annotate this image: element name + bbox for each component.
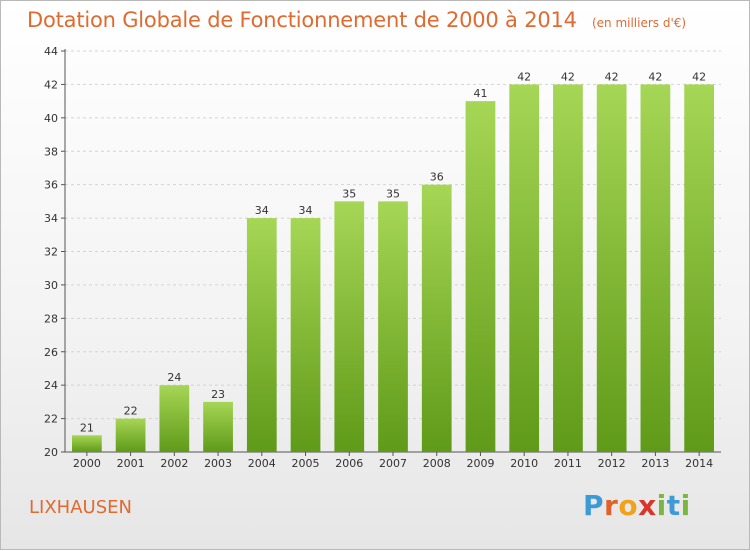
x-tick-label-2009: 2009 [466,457,494,470]
x-tick-label-2002: 2002 [160,457,188,470]
bar-2013 [640,84,671,453]
y-tick-label: 26 [44,346,58,359]
y-tick-label: 34 [44,212,58,225]
y-tick-label: 40 [44,112,58,125]
bar-2011 [553,84,583,453]
bar-2002 [159,385,190,452]
bar-2006 [334,201,365,452]
logo-letter: i [680,489,691,522]
value-label-2007: 35 [386,187,400,200]
bar-2001 [115,418,146,452]
y-tick-label: 38 [44,145,58,158]
logo-letter: x [638,489,657,522]
bars [71,84,715,453]
logo-letter: r [604,489,619,522]
logo-letter: P [583,489,605,522]
bar-2005 [290,218,321,452]
value-label-2004: 34 [255,204,269,217]
logo-letter: o [618,489,639,522]
x-tick-label-2006: 2006 [335,457,363,470]
commune-name: LIXHAUSEN [29,497,132,518]
logo-letter: i [656,489,667,522]
bar-2003 [203,401,233,452]
chart-unit: (en milliers d'€) [591,16,687,30]
value-label-2014: 42 [692,70,706,83]
proxiti-logo: Proxiti [583,489,691,522]
value-label-2000: 21 [80,421,94,434]
bar-2012 [596,84,627,453]
bar-2010 [509,84,540,453]
x-tick-label-2008: 2008 [423,457,451,470]
x-tick-label-2011: 2011 [554,457,582,470]
value-label-2012: 42 [605,70,619,83]
value-label-2009: 41 [473,87,487,100]
x-tick-label-2007: 2007 [379,457,407,470]
labels: 20 22 24 26 28 30 32 34 36 38 40 42 44 21 2000 22 2001 24… [44,45,713,470]
logo-letter: t [666,489,681,522]
bar-2000 [71,435,102,452]
y-tick-label: 42 [44,78,58,91]
bar-2008 [421,184,452,452]
value-label-2008: 36 [430,171,444,184]
x-tick-label-2014: 2014 [685,457,713,470]
x-tick-label-2005: 2005 [292,457,320,470]
value-label-2002: 24 [167,371,181,384]
value-label-2013: 42 [648,70,662,83]
bar-2004 [246,218,277,452]
x-tick-label-2010: 2010 [510,457,538,470]
x-tick-label-2012: 2012 [598,457,626,470]
bar-2014 [684,84,715,453]
y-tick-label: 28 [44,312,58,325]
value-label-2001: 22 [124,405,138,418]
value-label-2011: 42 [561,70,575,83]
value-label-2005: 34 [299,204,313,217]
chart-title: Dotation Globale de Fonctionnement de 20… [27,8,577,32]
value-label-2003: 23 [211,388,225,401]
value-label-2010: 42 [517,70,531,83]
x-tick-label-2000: 2000 [73,457,101,470]
x-tick-label-2003: 2003 [204,457,232,470]
value-label-2006: 35 [342,187,356,200]
y-tick-label: 22 [44,413,58,426]
title-row: Dotation Globale de Fonctionnement de 20… [27,8,686,32]
x-tick-label-2013: 2013 [641,457,669,470]
y-tick-label: 30 [44,279,58,292]
x-tick-label-2001: 2001 [117,457,145,470]
bar-2009 [465,101,496,452]
y-tick-label: 36 [44,179,58,192]
y-tick-label: 32 [44,246,58,259]
y-tick-label: 44 [44,45,58,58]
y-tick-label: 24 [44,379,58,392]
x-tick-label-2004: 2004 [248,457,276,470]
bar-2007 [378,201,408,452]
y-tick-label: 20 [44,446,58,459]
